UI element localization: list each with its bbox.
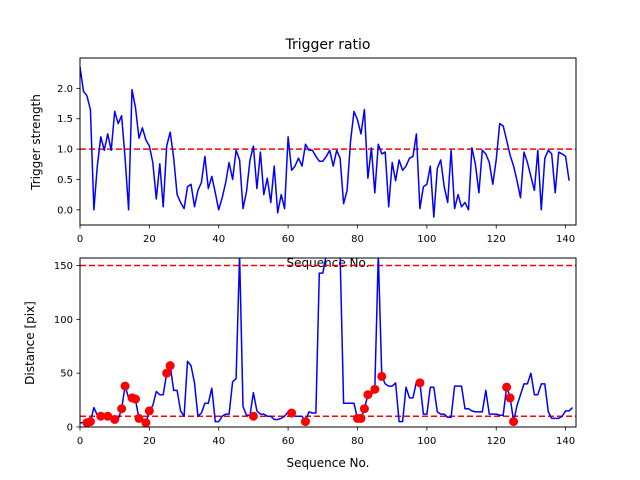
data-point-marker — [505, 393, 515, 403]
y-tick-label: 1.0 — [57, 145, 73, 156]
plot-area — [80, 258, 576, 427]
x-axis-label: Sequence No. — [287, 256, 370, 270]
x-tick-label: 80 — [351, 436, 364, 447]
x-tick-label: 100 — [417, 234, 436, 245]
series-group — [80, 66, 576, 218]
data-point-marker — [356, 413, 366, 423]
data-point-marker — [359, 404, 369, 414]
plot-area — [80, 66, 576, 218]
y-axis-label: Trigger strength — [29, 94, 43, 191]
y-tick-label: 150 — [54, 261, 73, 272]
x-tick-label: 60 — [282, 234, 295, 245]
data-point-marker — [134, 413, 144, 423]
data-point-marker — [415, 378, 425, 388]
x-tick-label: 120 — [487, 234, 506, 245]
series-group — [80, 258, 576, 427]
data-point-marker — [141, 418, 151, 427]
y-tick-label: 100 — [54, 315, 73, 326]
data-point-marker — [300, 417, 310, 427]
trigger-ratio-chart: Trigger ratio Trigger strength Sequence … — [29, 37, 577, 270]
data-point-marker — [120, 381, 130, 391]
data-point-marker — [110, 414, 120, 424]
tick-labels: 0 20 40 60 80 100 120 140 0.0 0.5 1.0 1.5 2.0 — [57, 84, 575, 245]
data-point-marker — [248, 411, 258, 421]
x-tick-label: 140 — [556, 436, 575, 447]
data-point-marker — [165, 361, 175, 371]
data-point-marker — [85, 417, 95, 427]
data-series-line — [80, 258, 574, 424]
y-tick-label: 50 — [60, 369, 73, 380]
x-tick-label: 60 — [282, 436, 295, 447]
x-tick-label: 0 — [77, 234, 83, 245]
data-point-marker — [162, 368, 172, 378]
x-tick-label: 80 — [351, 234, 364, 245]
chart-title: Trigger ratio — [284, 37, 370, 53]
distance-chart: Distance [pix] Sequence No. 0 20 40 60 80 100… — [23, 257, 577, 470]
x-tick-label: 100 — [417, 436, 436, 447]
axes-frame — [79, 257, 577, 428]
x-tick-label: 40 — [212, 436, 225, 447]
data-point-marker — [287, 408, 297, 418]
y-tick-label: 0.5 — [57, 175, 73, 186]
y-tick-label: 1.5 — [57, 114, 73, 125]
y-tick-label: 0.0 — [57, 205, 73, 216]
y-tick-label: 0 — [67, 423, 73, 434]
data-series-line — [80, 66, 570, 218]
x-tick-label: 40 — [212, 234, 225, 245]
x-tick-label: 0 — [77, 436, 83, 447]
data-point-marker — [377, 371, 387, 381]
x-axis-label: Sequence No. — [287, 456, 370, 470]
x-tick-label: 120 — [487, 436, 506, 447]
data-point-marker — [103, 411, 113, 421]
data-point-marker — [117, 404, 127, 414]
data-point-marker — [509, 417, 519, 427]
data-point-marker — [144, 406, 154, 416]
x-tick-label: 20 — [143, 234, 156, 245]
data-point-marker — [370, 384, 380, 394]
y-tick-label: 2.0 — [57, 84, 73, 95]
data-point-marker — [502, 382, 512, 392]
y-axis-label: Distance [pix] — [23, 301, 37, 385]
data-point-marker — [96, 411, 106, 421]
x-tick-label: 20 — [143, 436, 156, 447]
tick-labels: 0 20 40 60 80 100 120 140 0 50 100 150 — [54, 261, 575, 447]
data-point-marker — [363, 390, 373, 400]
x-tick-label: 140 — [556, 234, 575, 245]
data-point-marker — [130, 394, 140, 404]
axes-frame — [79, 57, 577, 226]
